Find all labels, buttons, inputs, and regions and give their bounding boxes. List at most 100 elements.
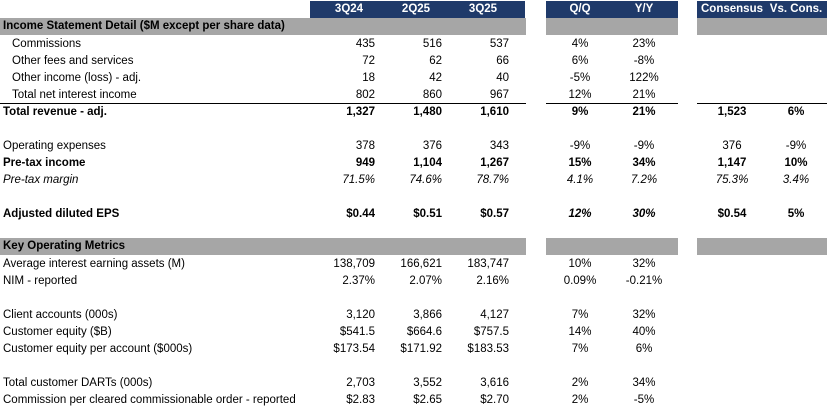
row-total-revenue: Total revenue - adj. 1,327 1,480 1,610 9… xyxy=(0,104,828,121)
value-3q24: $2.83 xyxy=(346,394,375,406)
value-vs-cons: 10% xyxy=(784,157,808,169)
value-2q25: 1,104 xyxy=(413,157,442,169)
value-3q25: $0.57 xyxy=(480,208,509,220)
value-2q25: 1,480 xyxy=(413,106,442,118)
value-2q25: $664.6 xyxy=(406,326,442,338)
row-label: Total net interest income xyxy=(12,89,137,101)
value-3q24: 71.5% xyxy=(342,174,375,186)
value-2q25: 376 xyxy=(422,140,442,152)
value-yoy: 7.2% xyxy=(630,174,658,186)
value-3q25: 3,616 xyxy=(480,377,509,389)
row-net-interest-income: Total net interest income 802 860 967 12… xyxy=(0,87,828,104)
value-qoq: 0.09% xyxy=(563,275,597,287)
value-yoy: 122% xyxy=(629,72,659,84)
row-commission-per-order: Commission per cleared commissionable or… xyxy=(0,392,828,409)
value-yoy: 34% xyxy=(632,157,656,169)
value-2q25: 3,866 xyxy=(413,309,442,321)
value-vs-cons: -9% xyxy=(785,140,807,152)
row-label: NIM - reported xyxy=(3,275,78,287)
row-avg-interest-earning-assets: Average interest earning assets (M) 138,… xyxy=(0,256,828,273)
row-pretax-margin: Pre-tax margin 71.5% 74.6% 78.7% 4.1% 7.… xyxy=(0,172,828,189)
row-label: Pre-tax income xyxy=(3,157,86,169)
section-bg-main xyxy=(0,238,526,255)
value-2q25: 166,621 xyxy=(400,258,442,270)
header-period-2: 2Q25 xyxy=(401,3,431,15)
section-bg-changes xyxy=(546,18,678,35)
row-nim: NIM - reported 2.37% 2.07% 2.16% 0.09% -… xyxy=(0,273,828,290)
value-vs-cons: 5% xyxy=(787,208,805,220)
value-2q25: $2.65 xyxy=(413,394,442,406)
value-2q25: 860 xyxy=(422,89,442,101)
value-3q24: 435 xyxy=(355,38,375,50)
value-yoy: 6% xyxy=(635,343,653,355)
value-yoy: 21% xyxy=(632,89,656,101)
row-label: Commissions xyxy=(12,38,82,50)
header-period-1: 3Q24 xyxy=(334,3,364,15)
value-yoy: -5% xyxy=(633,394,655,406)
value-yoy: -9% xyxy=(633,140,655,152)
subtotal-line-changes xyxy=(546,103,678,104)
value-vs-cons: 3.4% xyxy=(782,174,810,186)
value-3q25: 343 xyxy=(489,140,509,152)
value-qoq: 2% xyxy=(571,394,589,406)
section-bg-changes xyxy=(546,238,678,255)
row-adjusted-eps: Adjusted diluted EPS $0.44 $0.51 $0.57 1… xyxy=(0,206,828,223)
row-commissions: Commissions 435 516 537 4% 23% xyxy=(0,36,828,53)
value-consensus: 376 xyxy=(722,140,742,152)
row-label: Customer equity ($B) xyxy=(3,326,112,338)
value-2q25: 3,552 xyxy=(413,377,442,389)
value-yoy: 32% xyxy=(632,309,656,321)
value-3q25: $757.5 xyxy=(473,326,509,338)
value-3q24: 72 xyxy=(362,55,375,67)
row-customer-darts: Total customer DARTs (000s) 2,703 3,552 … xyxy=(0,375,828,392)
value-3q24: 3,120 xyxy=(346,309,375,321)
row-label: Client accounts (000s) xyxy=(3,309,118,321)
value-2q25: $0.51 xyxy=(413,208,442,220)
header-bg-changes xyxy=(546,1,678,18)
value-3q25: $2.70 xyxy=(480,394,509,406)
value-yoy: 30% xyxy=(632,208,656,220)
value-yoy: -8% xyxy=(633,55,655,67)
subtotal-line-main xyxy=(0,103,526,104)
value-3q25: 537 xyxy=(489,38,509,50)
header-consensus: Consensus xyxy=(701,3,763,15)
value-3q24: $0.44 xyxy=(346,208,375,220)
value-yoy: 32% xyxy=(632,258,656,270)
header-bg-periods xyxy=(310,1,525,18)
section-title: Key Operating Metrics xyxy=(3,240,126,252)
row-label: Adjusted diluted EPS xyxy=(3,208,120,220)
value-qoq: -5% xyxy=(569,72,591,84)
value-qoq: 15% xyxy=(568,157,592,169)
value-qoq: 14% xyxy=(568,326,592,338)
value-3q24: 949 xyxy=(355,157,375,169)
value-3q25: 2.16% xyxy=(476,275,509,287)
value-3q25: 40 xyxy=(496,72,509,84)
section-title: Income Statement Detail ($M except per s… xyxy=(3,20,285,32)
row-label: Customer equity per account ($000s) xyxy=(3,343,193,355)
value-yoy: 40% xyxy=(632,326,656,338)
row-label: Operating expenses xyxy=(3,140,106,152)
value-2q25: 2.07% xyxy=(409,275,442,287)
value-yoy: 34% xyxy=(632,377,656,389)
row-label: Average interest earning assets (M) xyxy=(3,258,185,270)
subtotal-line-consensus xyxy=(697,103,827,104)
value-qoq: 12% xyxy=(568,208,592,220)
value-3q24: $541.5 xyxy=(339,326,375,338)
section-key-metrics: Key Operating Metrics xyxy=(0,238,828,255)
value-qoq: 7% xyxy=(571,309,589,321)
value-3q25: 1,610 xyxy=(480,106,509,118)
value-3q25: 967 xyxy=(489,89,509,101)
value-3q24: 2.37% xyxy=(342,275,375,287)
value-3q25: $183.53 xyxy=(467,343,509,355)
value-yoy: 23% xyxy=(632,38,656,50)
value-3q24: 378 xyxy=(355,140,375,152)
value-yoy: 21% xyxy=(632,106,656,118)
row-pretax-income: Pre-tax income 949 1,104 1,267 15% 34% 1… xyxy=(0,155,828,172)
row-label: Total customer DARTs (000s) xyxy=(3,377,153,389)
row-label: Total revenue - adj. xyxy=(3,106,107,118)
row-label: Other income (loss) - adj. xyxy=(12,72,142,84)
section-income-statement: Income Statement Detail ($M except per s… xyxy=(0,18,828,35)
value-qoq: 9% xyxy=(571,106,589,118)
value-3q24: 138,709 xyxy=(333,258,375,270)
